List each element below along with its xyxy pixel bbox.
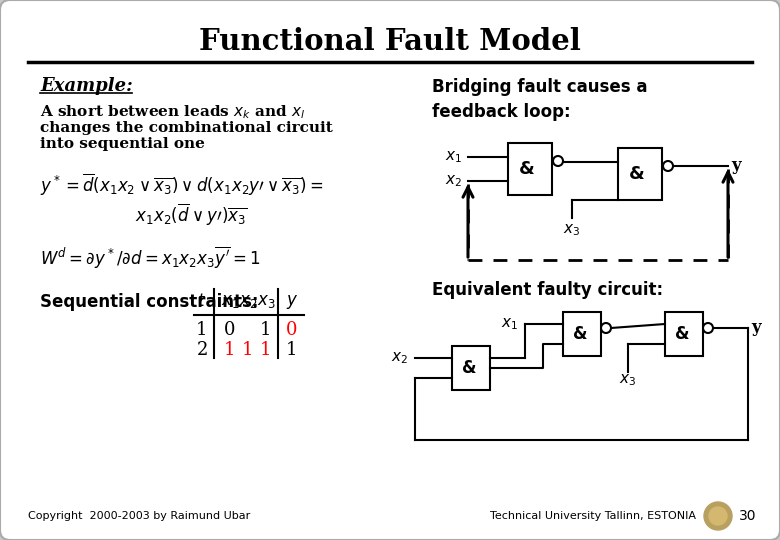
Bar [618,148,662,200]
Text: A short between leads $x_k$ and $x_l$: A short between leads $x_k$ and $x_l$ [40,103,306,121]
Circle shape [709,507,727,525]
Text: $x_3$: $x_3$ [563,222,580,238]
Bar [665,312,703,356]
Text: 0: 0 [286,321,298,339]
Text: Equivalent faulty circuit:: Equivalent faulty circuit: [432,281,663,299]
Text: Example:: Example: [40,77,133,95]
Text: &: & [675,325,690,343]
Text: 2: 2 [197,341,207,359]
Text: 1: 1 [197,321,207,339]
Circle shape [704,502,732,530]
Text: Bridging fault causes a
feedback loop:: Bridging fault causes a feedback loop: [432,78,647,121]
Text: $x_2$: $x_2$ [239,294,257,310]
Circle shape [601,323,611,333]
Bar [563,312,601,356]
Text: into sequential one: into sequential one [40,137,205,151]
Text: &: & [519,160,535,178]
Text: y: y [731,158,741,174]
Text: $x_1$: $x_1$ [445,149,462,165]
Text: &: & [573,325,587,343]
Text: Functional Fault Model: Functional Fault Model [199,28,581,57]
Text: y: y [751,320,760,336]
Text: $x_1 x_2(\overline{d} \vee y\prime)\overline{x_3}$: $x_1 x_2(\overline{d} \vee y\prime)\over… [135,202,247,228]
Text: $y$: $y$ [285,293,298,311]
Text: 30: 30 [739,509,757,523]
Text: Technical University Tallinn, ESTONIA: Technical University Tallinn, ESTONIA [490,511,696,521]
Text: $x_2$: $x_2$ [445,173,462,189]
Text: $x_3$: $x_3$ [257,294,275,310]
Text: $x_3$: $x_3$ [619,372,636,388]
Text: Copyright  2000-2003 by Raimund Ubar: Copyright 2000-2003 by Raimund Ubar [28,511,250,521]
Text: 0: 0 [225,321,236,339]
Text: $y^* = \overline{d}(x_1 x_2 \vee \overline{x_3}) \vee d(x_1 x_2 y\prime\vee\over: $y^* = \overline{d}(x_1 x_2 \vee \overli… [40,172,324,198]
Circle shape [663,161,673,171]
Circle shape [553,156,563,166]
Text: 1: 1 [243,341,254,359]
Text: $x_1$: $x_1$ [501,316,518,332]
Bar [508,143,552,195]
Text: 1: 1 [286,341,298,359]
Text: Sequential constraints:: Sequential constraints: [40,293,258,311]
Text: $x_2$: $x_2$ [391,350,408,366]
Text: $W^d = \partial y^*/\partial d = x_1 x_2 x_3 \overline{y'} = 1$: $W^d = \partial y^*/\partial d = x_1 x_2… [40,245,261,271]
Text: &: & [462,359,477,377]
Circle shape [703,323,713,333]
Text: $t$: $t$ [197,294,207,310]
Text: 1: 1 [261,321,271,339]
Bar [452,346,490,390]
Text: $x_1$: $x_1$ [221,294,239,310]
Text: 1: 1 [225,341,236,359]
Text: 1: 1 [261,341,271,359]
Text: &: & [629,165,645,183]
Text: changes the combinational circuit: changes the combinational circuit [40,121,333,135]
